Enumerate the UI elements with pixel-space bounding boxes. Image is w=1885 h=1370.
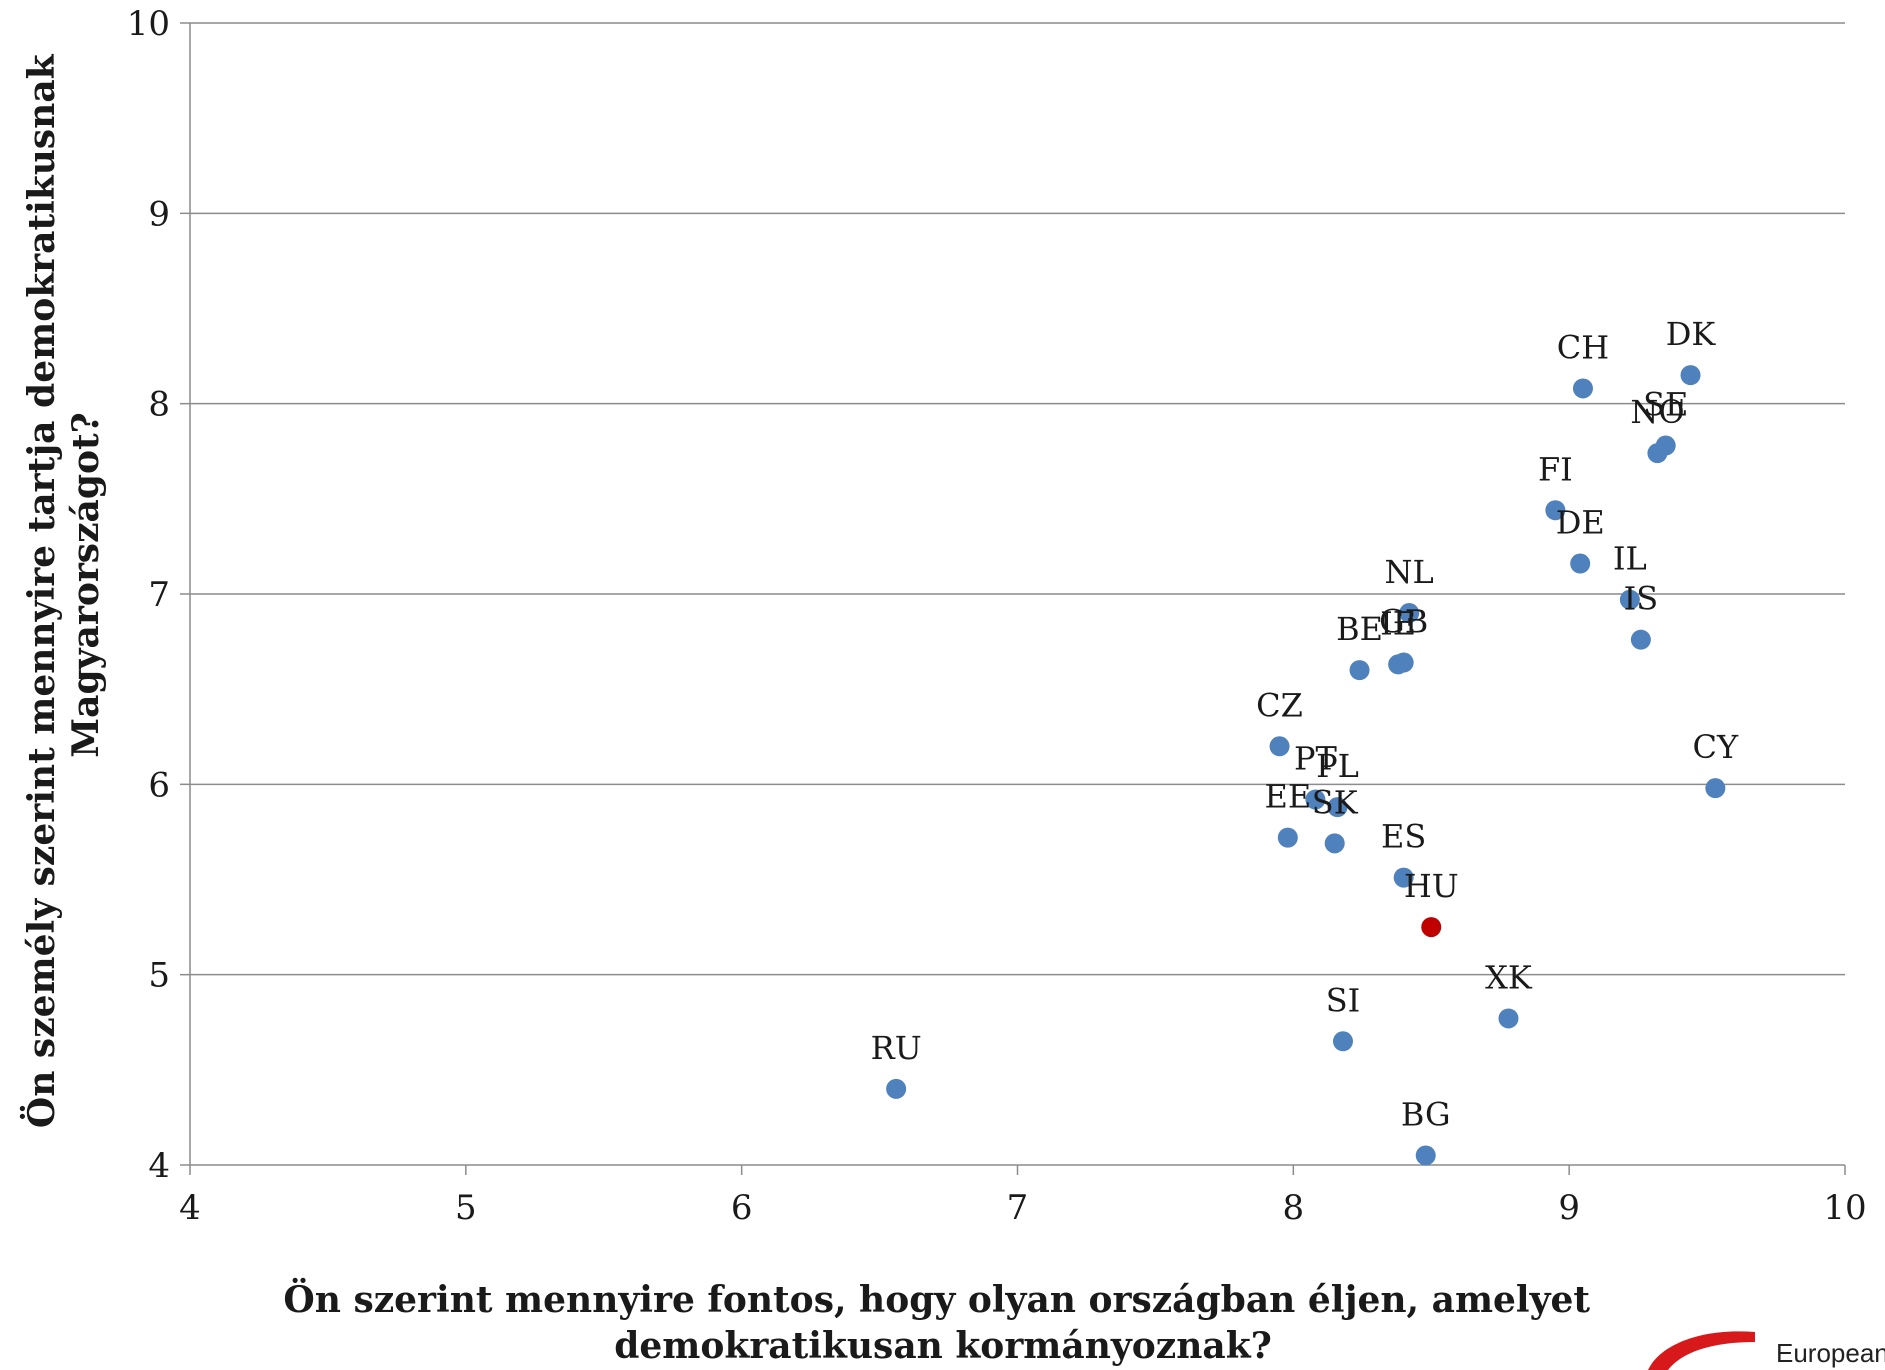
x-tick-labels: 4 5 6 7 8 9 10	[179, 1188, 1866, 1228]
y-axis-title: Ön személy szerint mennyire tartja demok…	[20, 42, 107, 1128]
x-axis-title: Ön szerint mennyire fontos, hogy olyan o…	[283, 1278, 1602, 1367]
point-label-dk: DK	[1666, 315, 1717, 353]
point-ru	[886, 1078, 907, 1099]
point-label-be: BE	[1336, 610, 1383, 648]
point-label-ie: IE	[1380, 604, 1416, 642]
point-hu	[1421, 917, 1442, 938]
point-label-pl: PL	[1316, 747, 1359, 785]
point-label-no: NO	[1630, 393, 1684, 431]
point-label-ee: EE	[1264, 778, 1311, 816]
x-tick-label-9: 9	[1558, 1188, 1580, 1228]
point-label-sk: SK	[1312, 783, 1359, 821]
point-label-si: SI	[1326, 981, 1361, 1019]
point-cz	[1269, 736, 1290, 757]
x-tick-label-8: 8	[1283, 1188, 1305, 1228]
point-label-de: DE	[1556, 504, 1605, 542]
y-axis-title-line-2: Magyarországot?	[65, 412, 107, 757]
point-label-ch: CH	[1557, 328, 1609, 366]
point-nl	[1399, 603, 1420, 624]
point-pt	[1305, 789, 1326, 810]
y-tick-label-5: 5	[148, 956, 170, 996]
x-axis-title-line-1: Ön szerint mennyire fontos, hogy olyan o…	[283, 1278, 1590, 1321]
point-dk	[1680, 365, 1701, 386]
point-is	[1630, 629, 1651, 650]
x-tick-label-4: 4	[179, 1188, 201, 1228]
point-ch	[1572, 378, 1593, 399]
point-label-il: IL	[1613, 540, 1647, 578]
point-label-cz: CZ	[1256, 686, 1303, 724]
point-label-nl: NL	[1385, 553, 1434, 591]
point-label-pt: PT	[1294, 740, 1338, 778]
x-axis-title-line-2: demokratikusan kormányoznak?	[614, 1325, 1272, 1367]
point-si	[1332, 1031, 1353, 1052]
y-tick-label-8: 8	[148, 385, 170, 425]
y-tick-labels: 4 5 6 7 8 9 10	[127, 4, 170, 1186]
point-no	[1647, 443, 1668, 464]
european-logo: European	[1648, 1331, 1885, 1370]
x-tick-label-6: 6	[731, 1188, 753, 1228]
point-xk	[1498, 1008, 1519, 1029]
point-label-es: ES	[1381, 818, 1426, 856]
x-tick-label-7: 7	[1007, 1188, 1029, 1228]
x-tick-label-5: 5	[455, 1188, 477, 1228]
y-tick-label-10: 10	[127, 4, 170, 44]
point-cy	[1705, 778, 1726, 799]
point-label-se: SE	[1643, 386, 1688, 424]
point-label-is: IS	[1624, 580, 1659, 618]
point-be	[1349, 660, 1370, 681]
logo-swoosh-icon	[1648, 1331, 1755, 1370]
grid-lines	[190, 22, 1845, 976]
point-label-cy: CY	[1693, 728, 1739, 766]
axes	[180, 22, 1846, 1175]
point-il	[1619, 589, 1640, 610]
point-fi	[1545, 500, 1566, 521]
y-axis-title-line-1: Ön személy szerint mennyire tartja demok…	[20, 53, 63, 1128]
data-points	[886, 365, 1726, 1166]
point-de	[1570, 553, 1591, 574]
point-label-bg: BG	[1401, 1095, 1451, 1133]
point-sk	[1324, 833, 1345, 854]
point-label-hu: HU	[1404, 867, 1459, 905]
point-bg	[1415, 1145, 1436, 1166]
y-tick-label-4: 4	[148, 1146, 170, 1186]
y-tick-label-6: 6	[148, 765, 170, 805]
point-ie	[1388, 654, 1409, 675]
x-tick-label-10: 10	[1823, 1188, 1866, 1228]
logo-text: European	[1776, 1338, 1885, 1368]
point-ee	[1277, 827, 1298, 848]
point-label-xk: XK	[1485, 958, 1533, 996]
point-label-fi: FI	[1538, 450, 1573, 488]
point-pl	[1327, 797, 1348, 818]
y-tick-label-7: 7	[148, 575, 170, 615]
point-label-gb: GB	[1379, 603, 1428, 641]
point-label-ru: RU	[871, 1029, 922, 1067]
point-es	[1393, 867, 1414, 888]
y-tick-label-9: 9	[148, 194, 170, 234]
